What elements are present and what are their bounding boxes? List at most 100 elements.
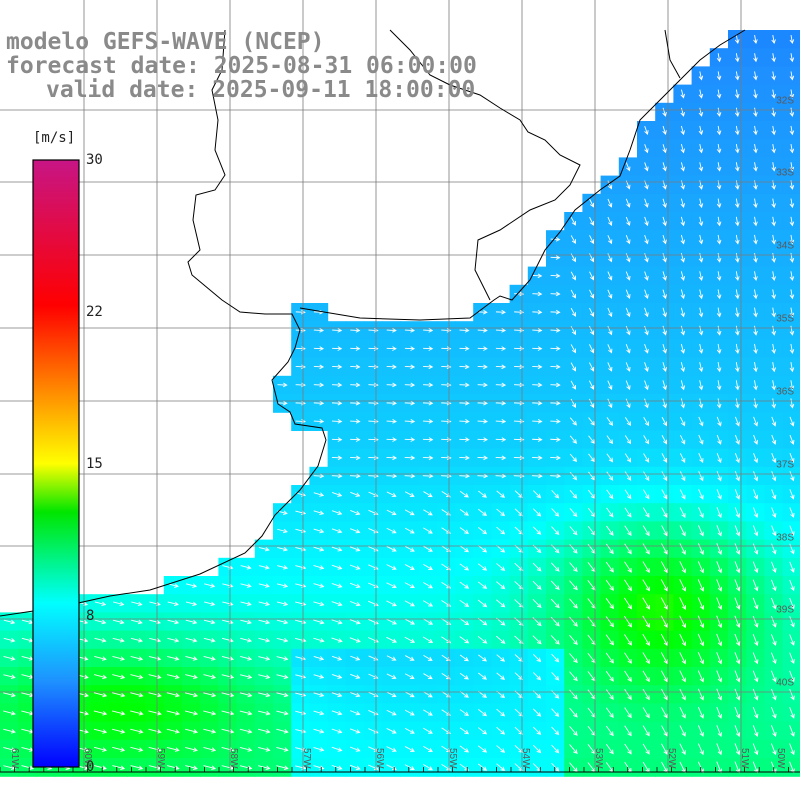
wind-arrow	[789, 398, 795, 409]
wind-arrow	[771, 325, 776, 336]
wind-arrow	[386, 709, 397, 716]
wind-arrow	[570, 344, 576, 354]
wind-arrow	[753, 471, 759, 482]
wind-arrow	[331, 510, 343, 516]
wind-arrow	[716, 561, 723, 574]
wind-arrow	[112, 674, 126, 680]
wind-arrow	[606, 453, 614, 463]
wind-arrow	[734, 71, 740, 81]
wind-arrow	[606, 525, 614, 536]
colorbar-tick: 22	[86, 304, 103, 320]
wind-arrow	[589, 271, 595, 281]
longitude-label: 59W	[155, 748, 166, 769]
wind-arrow	[477, 455, 489, 461]
wind-arrow	[660, 579, 668, 592]
wind-arrow	[313, 692, 325, 698]
wind-arrow	[496, 563, 506, 571]
wind-arrow	[698, 307, 704, 318]
wind-arrow	[698, 162, 704, 172]
wind-arrow	[331, 710, 343, 716]
wind-arrow	[625, 398, 631, 409]
wind-arrow	[698, 253, 704, 263]
wind-arrow	[349, 582, 361, 588]
wind-arrow	[679, 633, 686, 647]
wind-arrow	[313, 656, 325, 661]
wind-arrow	[203, 656, 216, 661]
wind-arrow	[662, 198, 667, 208]
wind-arrow	[258, 637, 271, 643]
wind-arrow	[495, 400, 507, 406]
wind-arrow	[734, 561, 741, 574]
wind-arrow	[624, 670, 632, 682]
wind-arrow	[624, 543, 632, 555]
wind-arrow	[495, 328, 507, 333]
wind-arrow	[697, 543, 704, 555]
wind-arrow	[477, 419, 488, 424]
wind-arrow	[239, 692, 253, 698]
wind-arrow	[679, 579, 686, 592]
wind-arrow	[203, 710, 217, 716]
wind-arrow	[204, 583, 216, 588]
wind-arrow	[624, 689, 632, 701]
wind-arrow	[331, 655, 343, 661]
wind-arrow	[514, 708, 524, 717]
wind-arrow	[166, 674, 180, 680]
wind-arrow	[679, 543, 686, 555]
wind-arrow	[716, 89, 722, 99]
wind-arrow	[258, 710, 271, 716]
wind-arrow	[661, 507, 668, 518]
wind-arrow	[644, 162, 649, 172]
wind-arrow	[662, 271, 667, 281]
wind-arrow	[734, 489, 740, 500]
wind-arrow	[771, 162, 776, 172]
wind-arrow	[625, 289, 631, 299]
wind-arrow	[589, 235, 595, 245]
wind-arrow	[679, 453, 686, 463]
wind-arrow	[698, 525, 704, 537]
wind-arrow	[697, 725, 704, 737]
wind-arrow	[605, 543, 614, 555]
wind-arrow	[386, 527, 397, 534]
wind-arrow	[716, 162, 722, 172]
wind-arrow	[789, 616, 795, 628]
wind-arrow	[148, 655, 162, 661]
wind-arrow	[3, 637, 16, 643]
wind-arrow	[752, 597, 759, 610]
wind-arrow	[532, 273, 543, 279]
wind-arrow	[221, 728, 235, 734]
wind-arrow	[313, 346, 325, 351]
wind-arrow	[459, 364, 470, 370]
wind-arrow	[698, 453, 704, 464]
wind-arrow	[185, 656, 198, 661]
wind-arrow	[771, 380, 777, 391]
wind-arrow	[661, 688, 668, 701]
wind-arrow	[789, 725, 795, 737]
wind-arrow	[404, 746, 415, 752]
wind-arrow	[734, 34, 740, 45]
wind-arrow	[130, 637, 143, 643]
wind-arrow	[495, 382, 507, 388]
wind-arrow	[459, 581, 470, 589]
wind-arrow	[716, 725, 722, 737]
wind-arrow	[350, 382, 361, 388]
wind-arrow	[753, 362, 758, 373]
wind-arrow	[349, 637, 361, 643]
wind-arrow	[716, 343, 722, 354]
wind-arrow	[734, 706, 741, 719]
wind-arrow	[624, 634, 632, 646]
wind-arrow	[94, 637, 107, 643]
wind-arrow	[350, 692, 361, 698]
wind-arrow	[477, 745, 488, 753]
wind-arrow	[570, 362, 576, 372]
wind-arrow	[423, 691, 433, 698]
wind-arrow	[496, 581, 506, 590]
wind-arrow	[661, 707, 668, 719]
wind-arrow	[570, 380, 577, 390]
wind-arrow	[716, 670, 723, 683]
wind-arrow	[789, 216, 795, 227]
wind-arrow	[185, 637, 198, 643]
wind-arrow	[698, 343, 704, 354]
wind-arrow	[221, 692, 235, 698]
wind-arrow	[697, 706, 704, 719]
wind-arrow	[569, 634, 578, 645]
